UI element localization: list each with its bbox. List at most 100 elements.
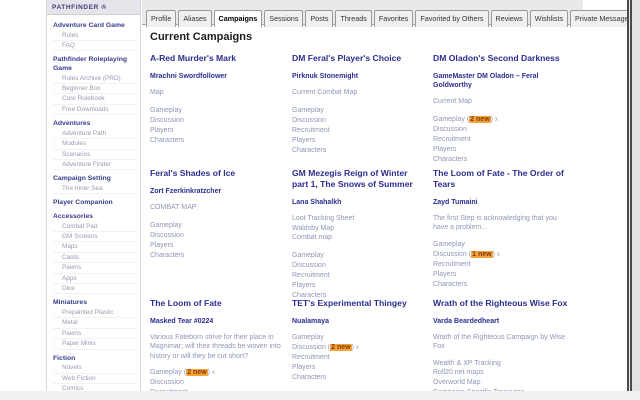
sidebar-item[interactable]: Dice <box>53 284 136 295</box>
dismiss-new-x[interactable]: x <box>496 251 500 258</box>
campaign-players-link[interactable]: Players <box>150 126 174 134</box>
campaign-character-link[interactable]: GameMaster DM Oladon – Feral Goldworthy <box>433 73 539 89</box>
sidebar-section-header[interactable]: Adventures <box>53 120 91 128</box>
campaign-recruitment-link[interactable]: Recruitment <box>292 354 330 361</box>
sidebar-item[interactable]: Adventure Path <box>53 129 136 140</box>
campaign-title-link[interactable]: TET's Experimental Thingey <box>292 298 407 308</box>
sidebar-item[interactable]: Metal <box>53 318 136 329</box>
sidebar-item[interactable]: GM Screens <box>53 232 136 243</box>
campaign-gameplay-link[interactable]: Gameplay <box>292 251 324 259</box>
tab-aliases[interactable]: Aliases <box>178 10 212 27</box>
campaign-gameplay-link[interactable]: Gameplay <box>433 240 465 248</box>
sidebar-item[interactable]: Free Downloads <box>53 105 136 116</box>
sidebar-item[interactable]: Pawns <box>53 329 136 340</box>
campaign-character-link[interactable]: Zort Fzerkinkratzcher <box>150 188 222 195</box>
sidebar-item[interactable]: Pawns <box>53 263 136 274</box>
campaign-title-link[interactable]: DM Oladon's Second Darkness <box>433 53 560 63</box>
dismiss-new-x[interactable]: x <box>211 370 215 377</box>
campaign-recruitment-link[interactable]: Recruitment <box>292 126 330 134</box>
campaign-character-link[interactable]: Masked Tear #0224 <box>150 318 214 325</box>
tab-favorited-by-others[interactable]: Favorited by Others <box>415 10 489 27</box>
campaign-players-link[interactable]: Players <box>292 281 316 289</box>
resource-link[interactable]: COMBAT MAP <box>150 204 197 211</box>
campaign-title-link[interactable]: Wrath of the Righteous Wise Fox <box>433 298 568 308</box>
campaign-characters-link[interactable]: Characters <box>292 374 327 381</box>
dismiss-new-x[interactable]: x <box>494 116 498 123</box>
sidebar-section-header[interactable]: Player Companion <box>53 199 113 207</box>
campaign-discussion-link[interactable]: Discussion <box>150 379 184 387</box>
campaign-discussion-link[interactable]: Discussion ( <box>433 250 472 258</box>
campaign-gameplay-link[interactable]: Gameplay <box>150 106 182 114</box>
campaign-players-link[interactable]: Players <box>292 364 316 371</box>
resource-link[interactable]: Current Combat Map <box>292 89 358 96</box>
tab-posts[interactable]: Posts <box>305 10 334 27</box>
tab-sessions[interactable]: Sessions <box>264 10 304 27</box>
campaign-characters-link[interactable]: Characters <box>433 155 468 163</box>
resource-link[interactable]: Map <box>150 89 164 96</box>
sidebar-section-header[interactable]: Campaign Setting <box>53 175 111 183</box>
resource-link[interactable]: Combat map <box>292 234 333 242</box>
campaign-discussion-link[interactable]: Discussion <box>433 125 467 133</box>
sidebar-item[interactable]: Maps <box>53 242 136 253</box>
campaign-characters-link[interactable]: Characters <box>292 146 327 154</box>
sidebar-item[interactable]: Adventure Finder <box>53 160 136 171</box>
campaign-discussion-link[interactable]: Discussion <box>292 261 326 269</box>
pathfinder-brand[interactable]: PATHFINDER ® <box>47 0 140 15</box>
campaign-recruitment-link[interactable]: Recruitment <box>292 271 330 279</box>
sidebar-item[interactable]: Rules <box>53 31 136 41</box>
sidebar-item[interactable]: Web Fiction <box>53 374 136 385</box>
campaign-discussion-link[interactable]: Discussion <box>150 116 184 124</box>
campaign-characters-link[interactable]: Characters <box>150 136 185 144</box>
sidebar-item[interactable]: Rules Archive (PRD) <box>53 74 136 84</box>
sidebar-item[interactable]: Prepainted Plastic <box>53 308 136 319</box>
campaign-discussion-link[interactable]: Discussion <box>150 231 184 239</box>
campaign-gameplay-link[interactable]: Gameplay ( <box>433 115 470 123</box>
resource-link[interactable]: Wealth & XP Tracking <box>433 359 501 367</box>
resource-link[interactable]: Roll20.net maps <box>433 369 484 377</box>
campaign-character-link[interactable]: Pirknuk Stonemight <box>292 73 359 80</box>
campaign-title-link[interactable]: GM Mezegis Reign of Winter part 1, The S… <box>292 168 413 189</box>
campaign-character-link[interactable]: Lana Shahalkh <box>292 199 342 206</box>
sidebar-item[interactable]: The Inner Sea <box>53 184 136 195</box>
campaign-discussion-link[interactable]: Discussion ( <box>292 344 331 351</box>
campaign-gameplay-link[interactable]: Gameplay ( <box>150 369 187 377</box>
campaign-character-link[interactable]: Mrachni Swordfollower <box>150 73 228 80</box>
campaign-recruitment-link[interactable]: Recruitment <box>433 135 471 143</box>
campaign-title-link[interactable]: The Loom of Fate - The Order of Tears <box>433 168 564 189</box>
sidebar-item[interactable]: Core Rulebook <box>53 94 136 105</box>
campaign-character-link[interactable]: Nualamaya <box>292 318 329 325</box>
sidebar-section-header[interactable]: Fiction <box>53 354 76 362</box>
tab-campaigns[interactable]: Campaigns <box>213 10 263 27</box>
tab-profile[interactable]: Profile <box>146 10 177 27</box>
campaign-recruitment-link[interactable]: Recruitment <box>433 260 471 268</box>
sidebar-item[interactable]: Comics <box>53 384 136 392</box>
campaign-character-link[interactable]: Varda Beardedheart <box>433 318 500 325</box>
sidebar-item[interactable]: Scenarios <box>53 150 136 161</box>
window-scrollbar[interactable] <box>627 0 632 391</box>
sidebar-item[interactable]: Modules <box>53 139 136 150</box>
tab-threads[interactable]: Threads <box>335 10 372 27</box>
tab-wishlists[interactable]: Wishlists <box>529 10 569 27</box>
campaign-characters-link[interactable]: Characters <box>292 291 327 298</box>
campaign-title-link[interactable]: Feral's Shades of Ice <box>150 168 236 178</box>
campaign-title-link[interactable]: The Loom of Fate <box>150 298 222 308</box>
campaign-title-link[interactable]: DM Feral's Player's Choice <box>292 53 402 63</box>
resource-link[interactable]: Overworld Map <box>433 379 481 386</box>
campaign-characters-link[interactable]: Characters <box>150 251 185 259</box>
campaign-players-link[interactable]: Players <box>433 145 457 153</box>
campaign-players-link[interactable]: Players <box>292 136 316 144</box>
campaign-gameplay-link[interactable]: Gameplay <box>292 106 324 114</box>
sidebar-section-header[interactable]: Adventure Card Game <box>53 22 125 29</box>
sidebar-item[interactable]: Cards <box>53 253 136 264</box>
sidebar-item[interactable]: Beginner Box <box>53 84 136 95</box>
sidebar-item[interactable]: Paper Minis <box>53 339 136 350</box>
campaign-character-link[interactable]: Zayd Tumaini <box>433 199 478 206</box>
sidebar-section-header[interactable]: Accessories <box>53 213 94 221</box>
resource-link[interactable]: Waldsby Map <box>292 224 335 232</box>
campaign-gameplay-link[interactable]: Gameplay <box>150 221 182 229</box>
campaign-players-link[interactable]: Players <box>150 241 174 249</box>
sidebar-section-header[interactable]: Miniatures <box>53 299 87 307</box>
dismiss-new-x[interactable]: x <box>355 345 359 351</box>
campaign-title-link[interactable]: A-Red Murder's Mark <box>150 53 237 63</box>
campaign-characters-link[interactable]: Characters <box>433 280 468 288</box>
